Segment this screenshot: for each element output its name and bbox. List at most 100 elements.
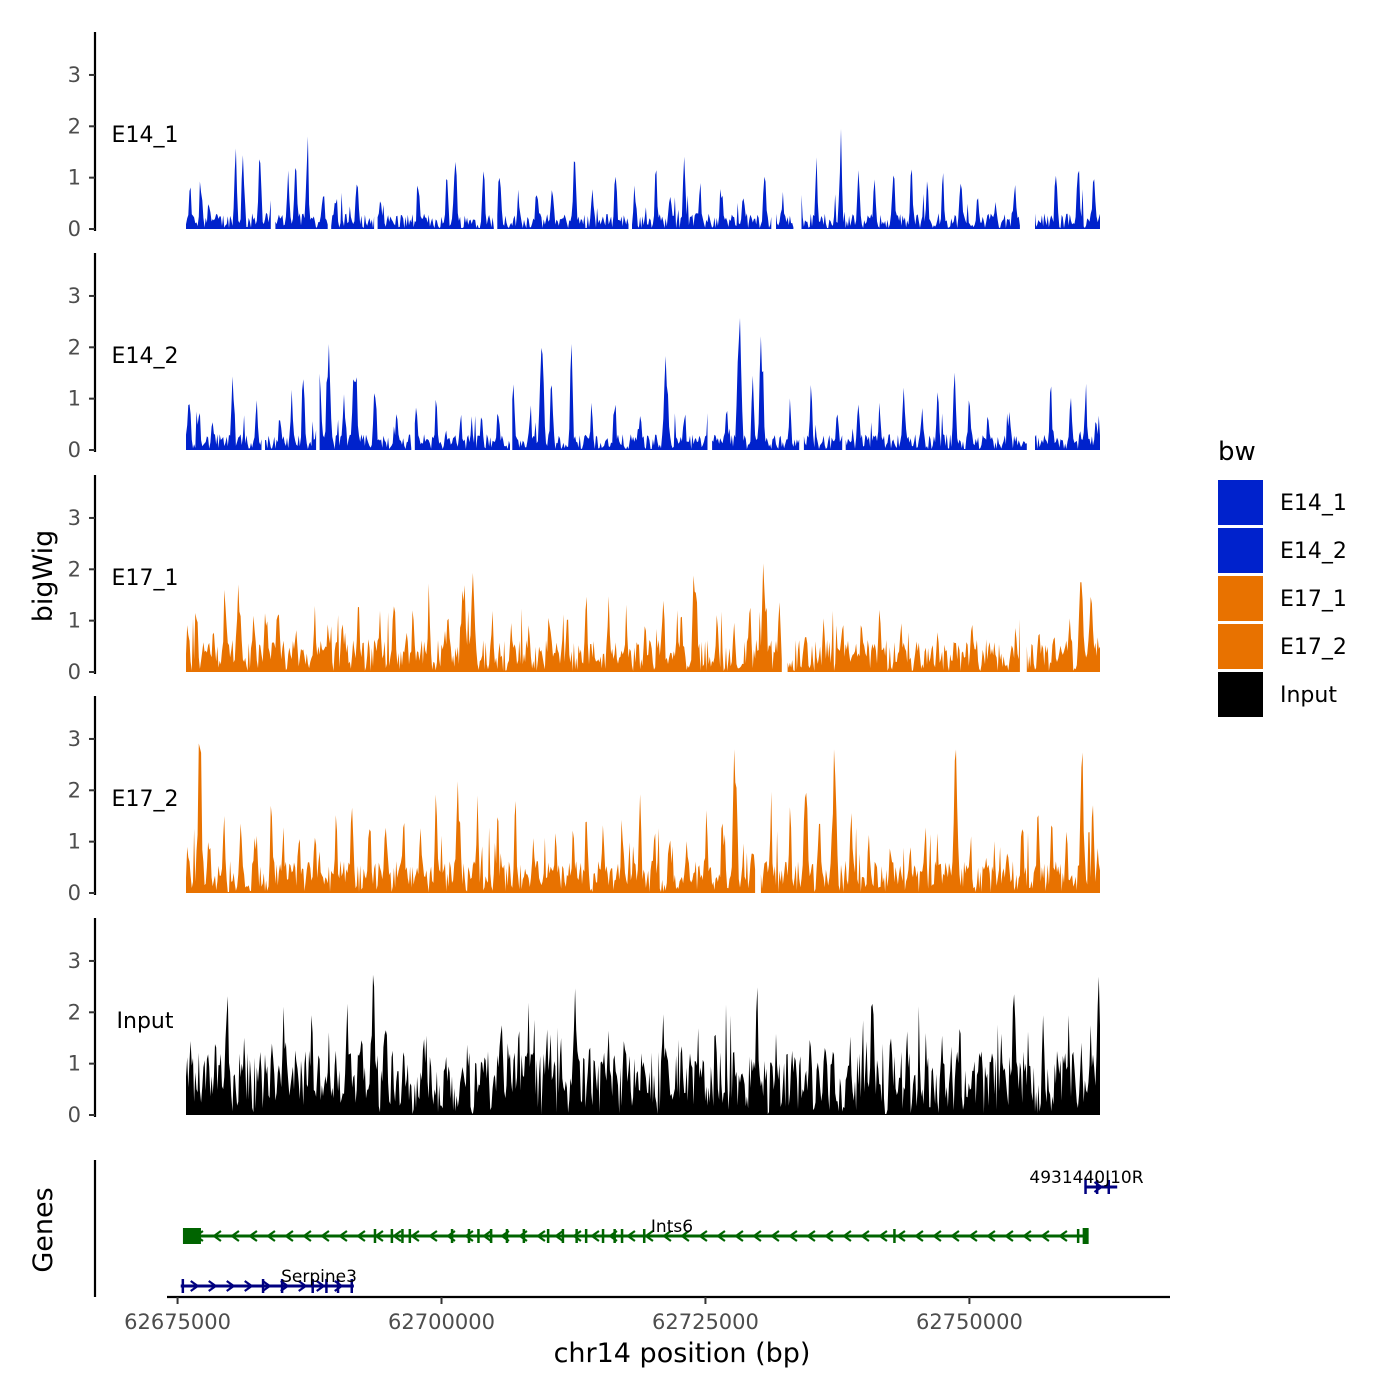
strand-arrow [860,1230,870,1242]
x-axis: 62675000 62700000 62725000 62750000 [124,1295,1170,1334]
coverage-area [186,148,271,229]
strand-arrow [1004,1230,1014,1242]
strand-arrow [626,1230,636,1242]
legend-swatch [1218,576,1263,621]
gene-exon [575,1229,578,1243]
gene-exon [893,1229,896,1243]
gene-exon [181,1279,185,1293]
strand-arrow [878,1230,888,1242]
gene-label: Ints6 [651,1217,693,1237]
gene-exon [489,1229,493,1243]
y-tick-label: 2 [68,778,81,802]
strand-arrow [1040,1230,1050,1242]
strand-arrow [752,1230,762,1242]
coverage-area [265,379,317,450]
strand-arrow [788,1230,798,1242]
strand-arrow [950,1230,960,1242]
gene-exon [350,1279,354,1293]
gene-exon [1107,1180,1111,1194]
strand-arrow [644,1230,654,1242]
gene-exon [450,1229,454,1243]
strand-arrow [316,1280,326,1292]
genes-track: 4931440J10R Ints6 Serpine3 [93,1160,1144,1297]
coverage-area [186,743,756,893]
y-tick-label: 3 [68,727,81,751]
gene-exon [311,1279,314,1293]
y-tick-label: 0 [68,660,81,684]
coverage-area [760,749,1100,893]
strand-arrow [320,1230,330,1242]
coverage-area [275,136,328,229]
y-tick-label: 1 [68,387,81,411]
strand-arrow [968,1230,978,1242]
coverage-area [377,161,494,229]
coverage-area [186,563,782,672]
strand-arrow [226,1280,236,1292]
track-E14_1: 0 1 2 3 E14_1 [68,32,1100,241]
coverage-area [632,156,772,229]
strand-arrow [698,1230,708,1242]
y-tick-label: 3 [68,506,81,530]
y-tick-label: 3 [68,949,81,973]
gene-exon [373,1229,377,1243]
strand-arrow [302,1230,312,1242]
gene-exon [505,1229,509,1243]
coverage-area [186,974,1100,1115]
strand-arrow [190,1280,200,1292]
y-tick-label: 0 [68,881,81,905]
coverage-area [845,372,1027,450]
legend-swatch [1218,672,1263,717]
strand-arrow [554,1230,564,1242]
y-tick-label: 1 [68,1052,81,1076]
gene-exon [467,1229,471,1243]
y-axis-title: bigWig [28,530,59,623]
gene-exon [261,1279,265,1293]
strand-arrow [208,1280,218,1292]
strand-arrow [896,1230,906,1242]
genes-axis-title: Genes [28,1187,59,1272]
y-tick-label: 1 [68,830,81,854]
coverage-area [1035,383,1100,450]
strand-arrow [244,1280,254,1292]
strand-arrow [716,1230,726,1242]
strand-arrow [680,1230,690,1242]
gene-exon [620,1229,624,1243]
y-tick-label: 2 [68,114,81,138]
gene-exon [546,1229,550,1243]
y-tick-label: 2 [68,1000,81,1024]
strand-arrow [986,1230,996,1242]
gene-label: Serpine3 [281,1267,357,1287]
gene-label: 4931440J10R [1029,1168,1143,1188]
gene-exon [601,1229,605,1243]
coverage-area [414,399,510,450]
strand-arrow [806,1230,816,1242]
gene-exon [182,1228,201,1244]
track-E14_2: 0 1 2 3 E14_2 [68,253,1100,462]
y-tick-label: 0 [68,217,81,241]
gene-exon [477,1229,480,1243]
strand-arrow [248,1230,258,1242]
gene-exon [642,1229,646,1243]
legend-label: E17_1 [1280,587,1347,612]
gene-exon [561,1229,565,1243]
coverage-area [319,344,412,450]
y-tick-label: 3 [68,284,81,308]
strand-arrow [410,1230,420,1242]
y-tick-label: 2 [68,557,81,581]
strand-arrow [298,1280,308,1292]
coverage-area [776,191,794,229]
strand-arrow [734,1230,744,1242]
y-tick-label: 2 [68,335,81,359]
y-tick-label: 0 [68,438,81,462]
strand-arrow [572,1230,582,1242]
strand-arrow [262,1280,272,1292]
track-E17_1: 0 1 2 3 E17_1 [68,475,1100,684]
gene-exon [408,1229,412,1243]
strand-arrow [824,1230,834,1242]
legend-label: E17_2 [1280,635,1347,660]
gene-Ints6: Ints6 [182,1217,1089,1244]
coverage-area [1035,170,1100,229]
coverage-area [712,318,800,450]
strand-arrow [932,1230,942,1242]
